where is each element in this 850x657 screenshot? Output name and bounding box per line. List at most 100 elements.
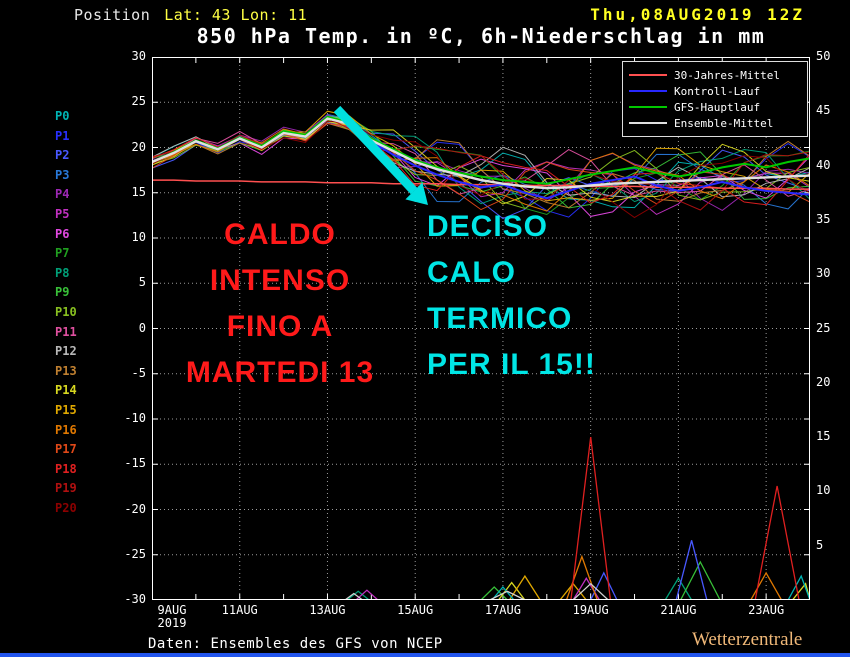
member-label-P2: P2 [55, 148, 70, 163]
x-tick-label: 19AUG [572, 603, 609, 617]
ensemble-plot [152, 57, 810, 600]
member-label-P0: P0 [55, 109, 70, 123]
legend-label: 30-Jahres-Mittel [674, 68, 780, 82]
legend-row: Kontroll-Lauf [629, 83, 801, 99]
annotation-line: INTENSO [209, 264, 351, 297]
y-left-tick-label: 10 [131, 230, 146, 244]
precip-line-3 [152, 574, 810, 600]
member-label-P11: P11 [55, 324, 77, 339]
x-tick-label: 23AUG [748, 603, 785, 617]
run-date: Thu,08AUG2019 12Z [590, 5, 805, 24]
member-label-P19: P19 [55, 481, 77, 496]
y-right-tick-label: 5 [816, 537, 824, 552]
annotation-line: FINO A [226, 310, 334, 343]
y-right-tick-label: 40 [816, 157, 831, 172]
down-arrow-icon [333, 105, 428, 205]
precip-line-5 [152, 574, 810, 600]
member-label-P13: P13 [55, 363, 77, 378]
member-label-P9: P9 [55, 285, 70, 300]
annotation-line: MARTEDI 13 [185, 356, 375, 389]
precip-line-8 [152, 437, 810, 600]
legend-row: 30-Jahres-Mittel [629, 67, 801, 83]
y-left-tick-label: 30 [131, 49, 146, 63]
annotation-line: CALDO [224, 218, 336, 251]
y-right-tick-label: 35 [816, 211, 831, 226]
member-label-P8: P8 [55, 265, 70, 280]
legend-swatch [629, 106, 667, 108]
y-left-tick-label: -5 [131, 365, 146, 380]
member-label-P17: P17 [55, 442, 77, 457]
precip-line-4 [152, 540, 810, 600]
member-label-P20: P20 [55, 501, 77, 515]
member-label-P6: P6 [55, 226, 70, 241]
ensemble-member-line-P16 [152, 116, 810, 212]
y-left-tick-label: -20 [124, 501, 146, 516]
bottom-divider [0, 653, 850, 657]
series-line-GFS-Hauptlauf [152, 115, 810, 185]
legend-swatch [629, 74, 667, 76]
y-right-tick-label: 50 [816, 49, 831, 63]
member-label-P15: P15 [55, 403, 77, 417]
y-right-tick-label: 15 [816, 429, 831, 444]
x-tick-label: 13AUG [309, 603, 346, 617]
precip-line-2 [152, 581, 810, 600]
legend-label: Kontroll-Lauf [674, 84, 761, 98]
legend-row: GFS-Hauptlauf [629, 99, 801, 115]
plot-content [152, 57, 810, 600]
legend-swatch [629, 90, 667, 92]
x-tick-year: 2019 [157, 616, 187, 630]
legend-label: GFS-Hauptlauf [674, 100, 761, 114]
y-left-tick-label: -15 [124, 456, 146, 471]
member-label-P1: P1 [55, 128, 70, 143]
precip-line-0 [152, 577, 810, 600]
data-source-text: Daten: Ensembles des GFS von NCEP [148, 636, 443, 652]
member-label-P7: P7 [55, 246, 70, 261]
member-label-P3: P3 [55, 167, 70, 182]
series-line-Ensemble-Mittel [152, 117, 810, 190]
brand-text: Wetterzentrale [692, 629, 803, 650]
legend-row: Ensemble-Mittel [629, 115, 801, 131]
y-left-tick-label: 0 [138, 320, 146, 335]
member-label-P16: P16 [55, 422, 77, 437]
position-header: Position Lat: 43 Lon: 11 [74, 6, 307, 24]
y-left-tick-label: 20 [131, 139, 146, 154]
annotation-line: PER IL 15!! [427, 348, 596, 381]
y-left-tick-label: -10 [124, 411, 146, 425]
legend-label: Ensemble-Mittel [674, 116, 774, 130]
y-left-tick-label: -30 [124, 592, 146, 606]
annotation-line: CALO [427, 256, 516, 289]
y-right-tick-label: 20 [816, 374, 831, 389]
ensemble-member-line-P20 [152, 120, 810, 219]
ensemble-member-line-P6 [152, 120, 810, 217]
position-label: Position [74, 6, 151, 24]
annotation-caldo: CALDO INTENSO FINO A MARTEDI 13 [168, 212, 392, 396]
member-label-P10: P10 [55, 305, 77, 319]
chart-title: 850 hPa Temp. in ºC, 6h-Niederschlag in … [196, 24, 766, 48]
member-label-P5: P5 [55, 207, 70, 221]
y-left-tick-label: 15 [131, 184, 146, 199]
y-right-tick-label: 30 [816, 266, 831, 281]
x-tick-label: 17AUG [484, 603, 521, 617]
precip-line-6 [152, 577, 810, 600]
latlon-value: Lat: 43 Lon: 11 [164, 6, 308, 24]
x-tick-label: 9AUG [157, 603, 187, 617]
annotation-line: TERMICO [427, 302, 573, 335]
x-tick-label: 15AUG [397, 603, 434, 617]
precip-line-1 [152, 560, 810, 600]
annotation-deciso: DECISO CALO TERMICO PER IL 15!! [427, 204, 596, 388]
y-left-tick-label: 25 [131, 94, 146, 109]
y-right-tick-label: 45 [816, 103, 831, 118]
member-label-P14: P14 [55, 383, 77, 398]
precip-line-9 [152, 582, 810, 600]
y-left-tick-label: -25 [124, 546, 146, 561]
x-tick-label: 11AUG [221, 603, 258, 617]
y-left-tick-label: 5 [138, 275, 146, 290]
member-label-P18: P18 [55, 461, 77, 476]
y-right-tick-label: 10 [816, 483, 831, 498]
y-right-tick-label: 25 [816, 320, 831, 335]
member-label-P12: P12 [55, 344, 77, 359]
annotation-line: DECISO [427, 210, 549, 243]
x-tick-label: 21AUG [660, 603, 697, 617]
legend-box: 30-Jahres-Mittel Kontroll-Lauf GFS-Hauptla… [622, 61, 808, 137]
